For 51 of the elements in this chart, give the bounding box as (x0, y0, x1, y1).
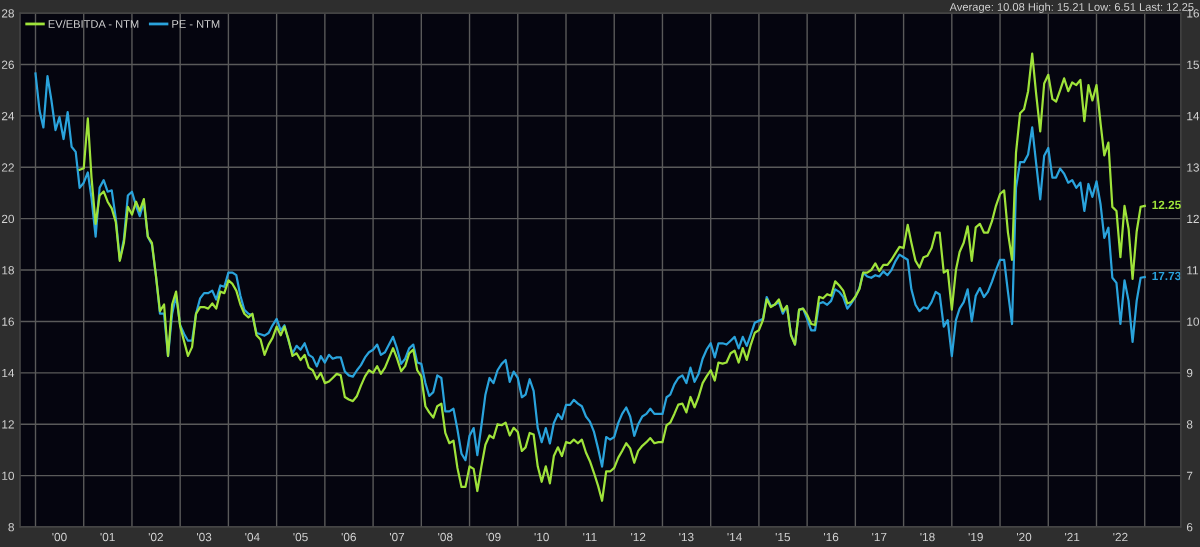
x-tick-label: '05 (293, 532, 308, 542)
y2-tick-label: 8 (1186, 420, 1193, 429)
line-series (34, 72, 1146, 468)
y2-tick-label: 14 (1187, 112, 1200, 121)
x-tick-label: '04 (245, 532, 260, 542)
y2-tick-label: 12 (1187, 214, 1199, 223)
x-tick-label: '12 (631, 532, 646, 542)
y-tick-label: 20 (1, 214, 15, 224)
data-label: 12.25 (1152, 200, 1181, 209)
x-tick-label: '16 (824, 532, 839, 542)
data-label: 17.73 (1152, 271, 1181, 281)
line-series (78, 52, 1146, 502)
y2-tick-label: 9 (1186, 368, 1193, 378)
y-tick-label: 8 (8, 523, 14, 532)
x-tick-label: '19 (968, 532, 983, 542)
y2-tick-label: 7 (1186, 471, 1193, 480)
y2-tick-label: 16 (1187, 9, 1199, 18)
y-tick-label: 10 (2, 471, 15, 480)
x-tick-label: '03 (197, 532, 212, 542)
x-tick-label: '10 (534, 532, 549, 542)
y-tick-label: 16 (2, 317, 14, 326)
y2-tick-label: 13 (1187, 163, 1199, 172)
y-tick-label: 18 (2, 266, 14, 275)
x-tick-label: '14 (727, 532, 742, 542)
x-tick-label: '13 (679, 532, 694, 542)
x-tick-label: '00 (52, 532, 67, 542)
y-tick-label: 28 (1, 9, 14, 18)
y2-tick-label: 15 (1187, 60, 1199, 69)
x-tick-label: '02 (148, 532, 163, 542)
y2-tick-label: 10 (1187, 317, 1200, 326)
x-tick-label: '08 (438, 532, 453, 542)
x-tick-label: '07 (389, 532, 405, 542)
x-tick-label: '11 (583, 532, 597, 542)
y-tick-label: 14 (2, 368, 15, 378)
y2-tick-label: 6 (1186, 523, 1193, 532)
x-tick-label: '06 (341, 532, 356, 542)
x-tick-label: '20 (1016, 532, 1032, 542)
y-tick-label: 26 (1, 60, 14, 69)
y-tick-label: 22 (1, 163, 14, 172)
x-tick-label: '01 (100, 532, 115, 542)
y-tick-label: 24 (1, 111, 15, 121)
x-tick-label: '21 (1065, 532, 1080, 542)
x-tick-label: '18 (920, 532, 935, 542)
y-tick-label: 12 (2, 420, 14, 429)
legend-label: PE - NTM (172, 20, 220, 28)
legend-label: EV/EBITDA - NTM (48, 19, 139, 28)
x-tick-label: '09 (486, 532, 501, 542)
x-tick-label: '22 (1113, 532, 1128, 542)
y2-tick-label: 11 (1187, 266, 1199, 275)
x-tick-label: '15 (775, 532, 791, 542)
x-tick-label: '17 (872, 532, 887, 542)
